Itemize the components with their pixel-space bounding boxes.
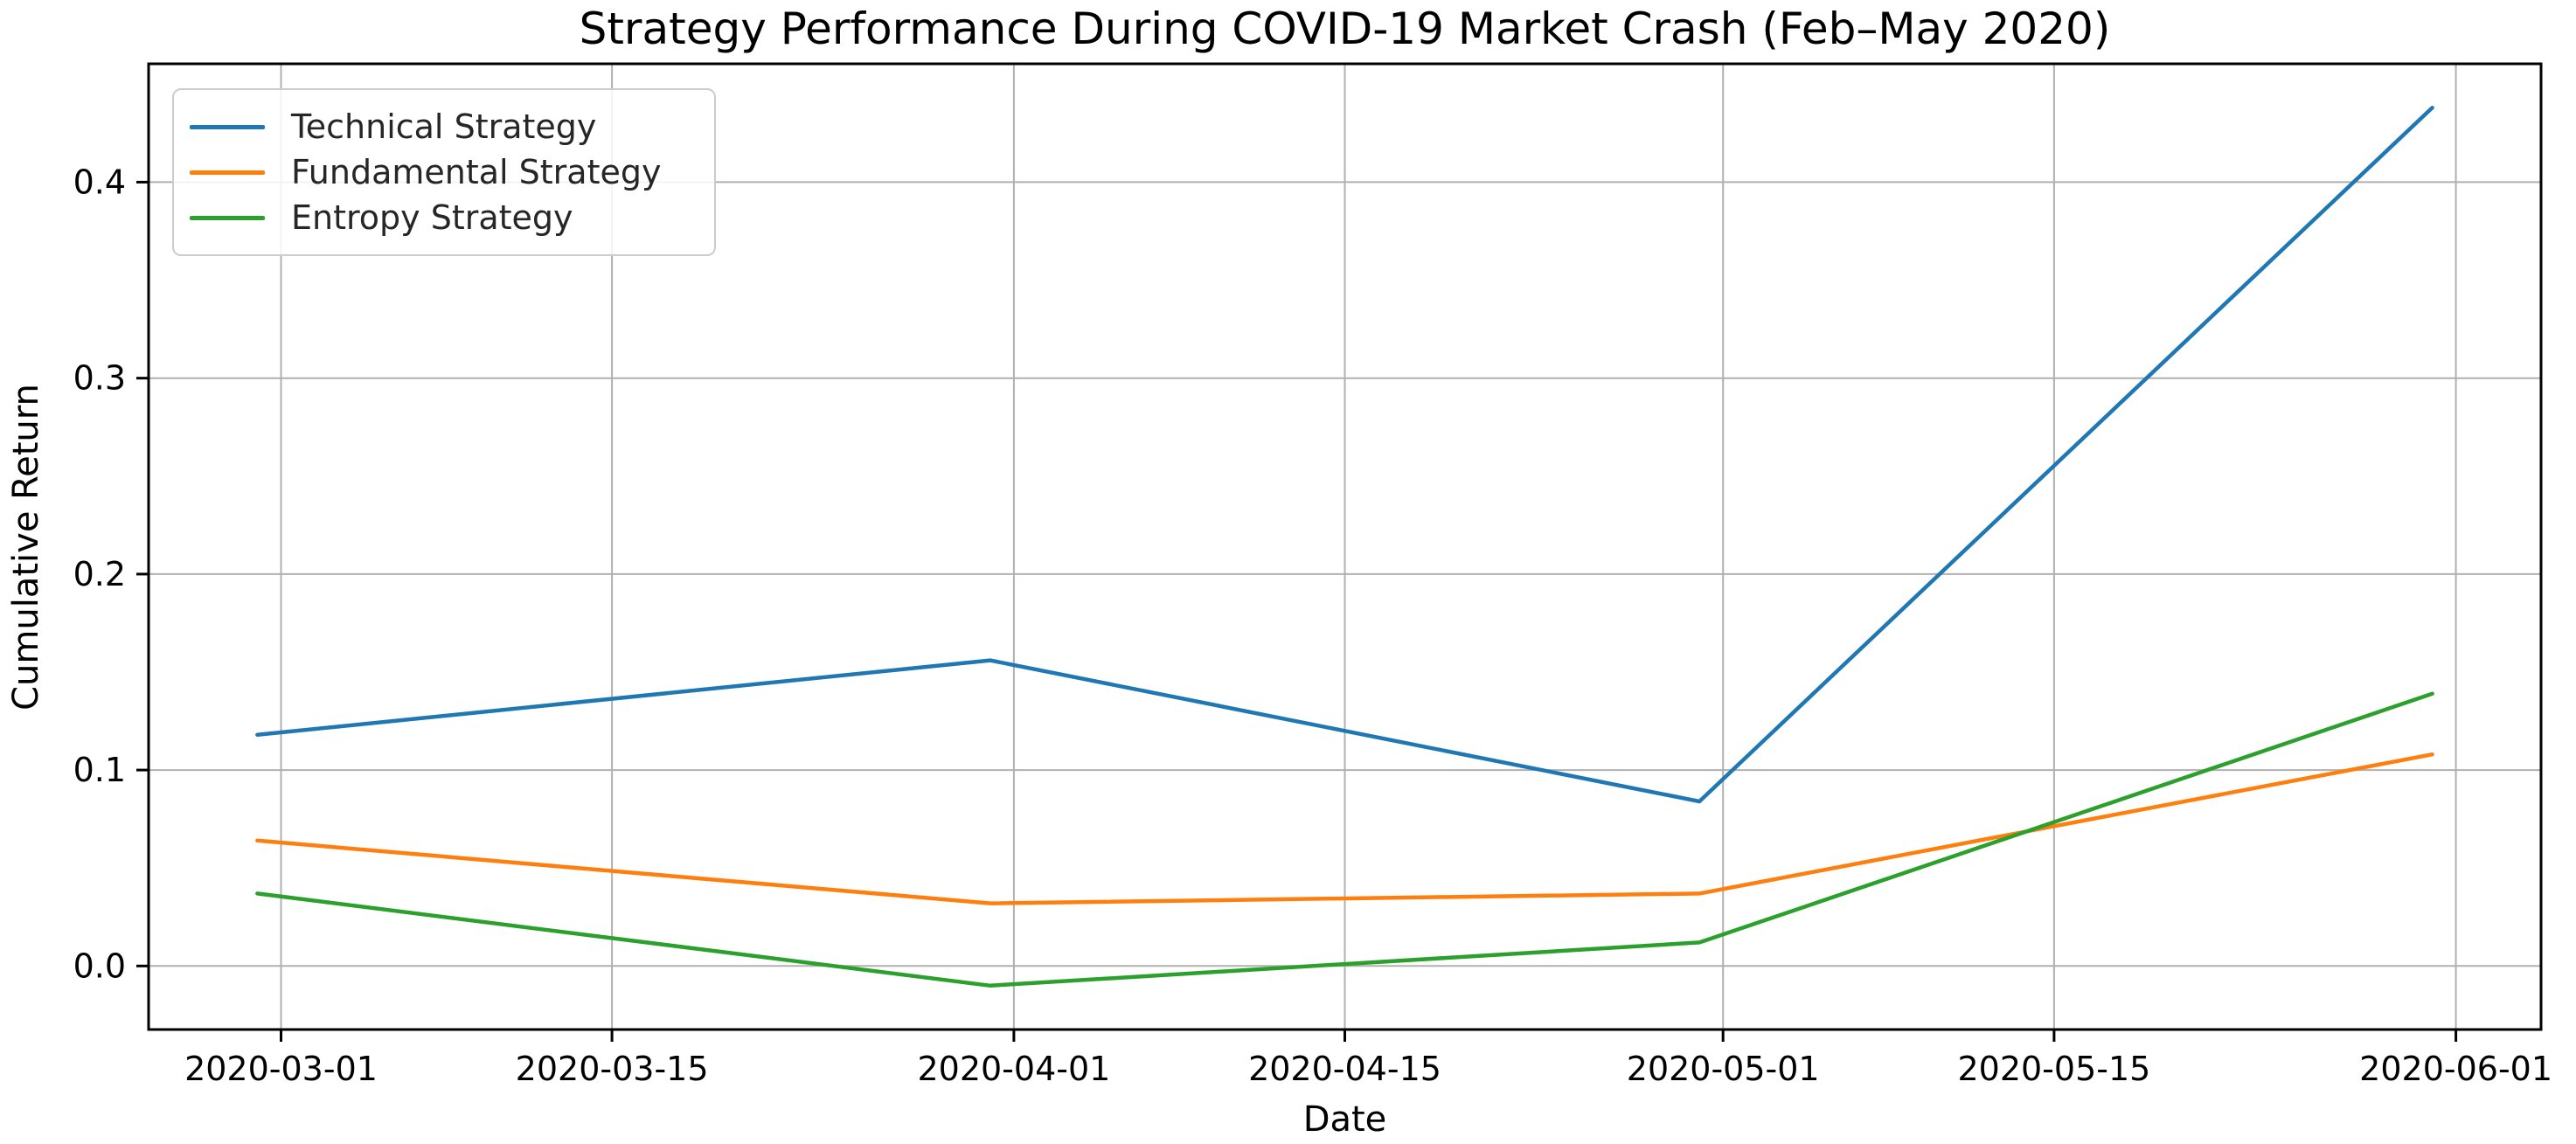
- y-tick-label: 0.2: [73, 555, 126, 593]
- legend: Technical Strategy Fundamental Strategy …: [172, 88, 716, 256]
- x-tick-label: 2020-04-15: [1248, 1050, 1441, 1088]
- legend-row: Entropy Strategy: [190, 195, 693, 240]
- x-tick-label: 2020-03-15: [516, 1050, 709, 1088]
- y-tick-label: 0.3: [73, 359, 126, 398]
- legend-swatch-entropy: [190, 215, 265, 220]
- series-line-entropy-strategy: [255, 691, 2434, 988]
- series-line-technical-strategy: [255, 105, 2434, 804]
- y-tick-label: 0.1: [73, 751, 126, 789]
- series-line-fundamental-strategy: [255, 752, 2434, 905]
- plot-frame: [147, 62, 2543, 1031]
- x-tick-label: 2020-03-01: [184, 1050, 378, 1088]
- legend-row: Fundamental Strategy: [190, 149, 693, 195]
- x-tick-label: 2020-05-15: [1957, 1050, 2150, 1088]
- x-tick-label: 2020-06-01: [2359, 1050, 2552, 1088]
- x-tick-label: 2020-05-01: [1627, 1050, 1820, 1088]
- legend-swatch-technical: [190, 124, 265, 129]
- chart-title: Strategy Performance During COVID-19 Mar…: [579, 3, 2111, 54]
- legend-label-entropy: Entropy Strategy: [291, 198, 573, 237]
- y-tick-label: 0.4: [73, 163, 126, 201]
- legend-swatch-fundamental: [190, 170, 265, 175]
- legend-row: Technical Strategy: [190, 104, 693, 149]
- legend-label-fundamental: Fundamental Strategy: [291, 153, 662, 191]
- legend-label-technical: Technical Strategy: [291, 107, 597, 146]
- x-axis-label: Date: [1302, 1099, 1387, 1140]
- y-axis-label: Cumulative Return: [6, 384, 46, 711]
- y-tick-label: 0.0: [73, 946, 126, 985]
- x-tick-label: 2020-04-01: [917, 1050, 1110, 1088]
